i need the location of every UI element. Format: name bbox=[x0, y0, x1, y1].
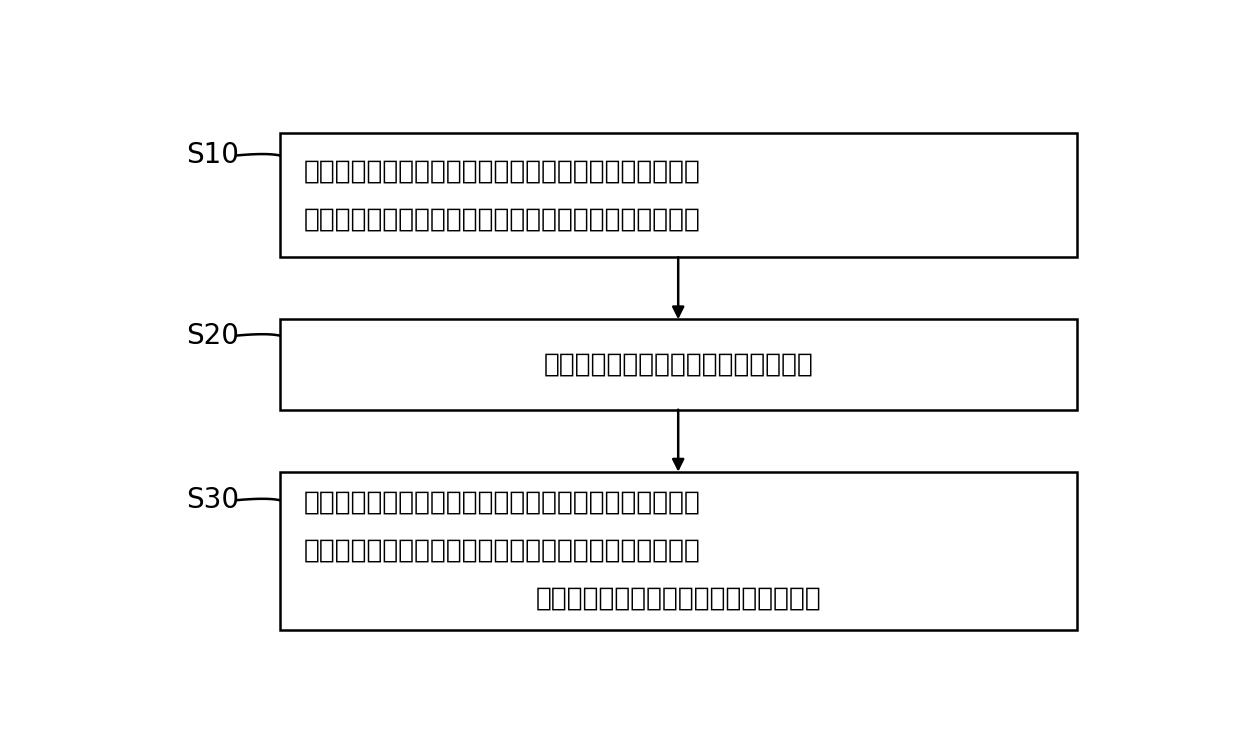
Text: S30: S30 bbox=[186, 486, 239, 515]
Text: 将所述第一攻击包发送至所述真实主机: 将所述第一攻击包发送至所述真实主机 bbox=[543, 352, 813, 377]
Text: S20: S20 bbox=[186, 322, 239, 350]
Bar bbox=[280, 472, 1077, 630]
Text: 击包的目的地址中的伪装地址转换成真实主机的真实地址: 击包的目的地址中的伪装地址转换成真实主机的真实地址 bbox=[304, 206, 700, 232]
Text: 述第一应答包的源地址中的地址信息转换成所述伪装地址: 述第一应答包的源地址中的地址信息转换成所述伪装地址 bbox=[304, 538, 700, 564]
Bar bbox=[280, 320, 1077, 410]
Text: 在首次接收到攻击者发送的第一攻击包时，将所述第一攻: 在首次接收到攻击者发送的第一攻击包时，将所述第一攻 bbox=[304, 158, 700, 184]
Bar bbox=[280, 133, 1077, 257]
Text: S10: S10 bbox=[186, 141, 239, 169]
Text: 在接收到与所述第一攻击包相匹配的第一应答包时，将所: 在接收到与所述第一攻击包相匹配的第一应答包时，将所 bbox=[304, 490, 700, 516]
Text: ，并将所述第一应答包发送至所述攻击者: ，并将所述第一应答包发送至所述攻击者 bbox=[535, 586, 821, 612]
